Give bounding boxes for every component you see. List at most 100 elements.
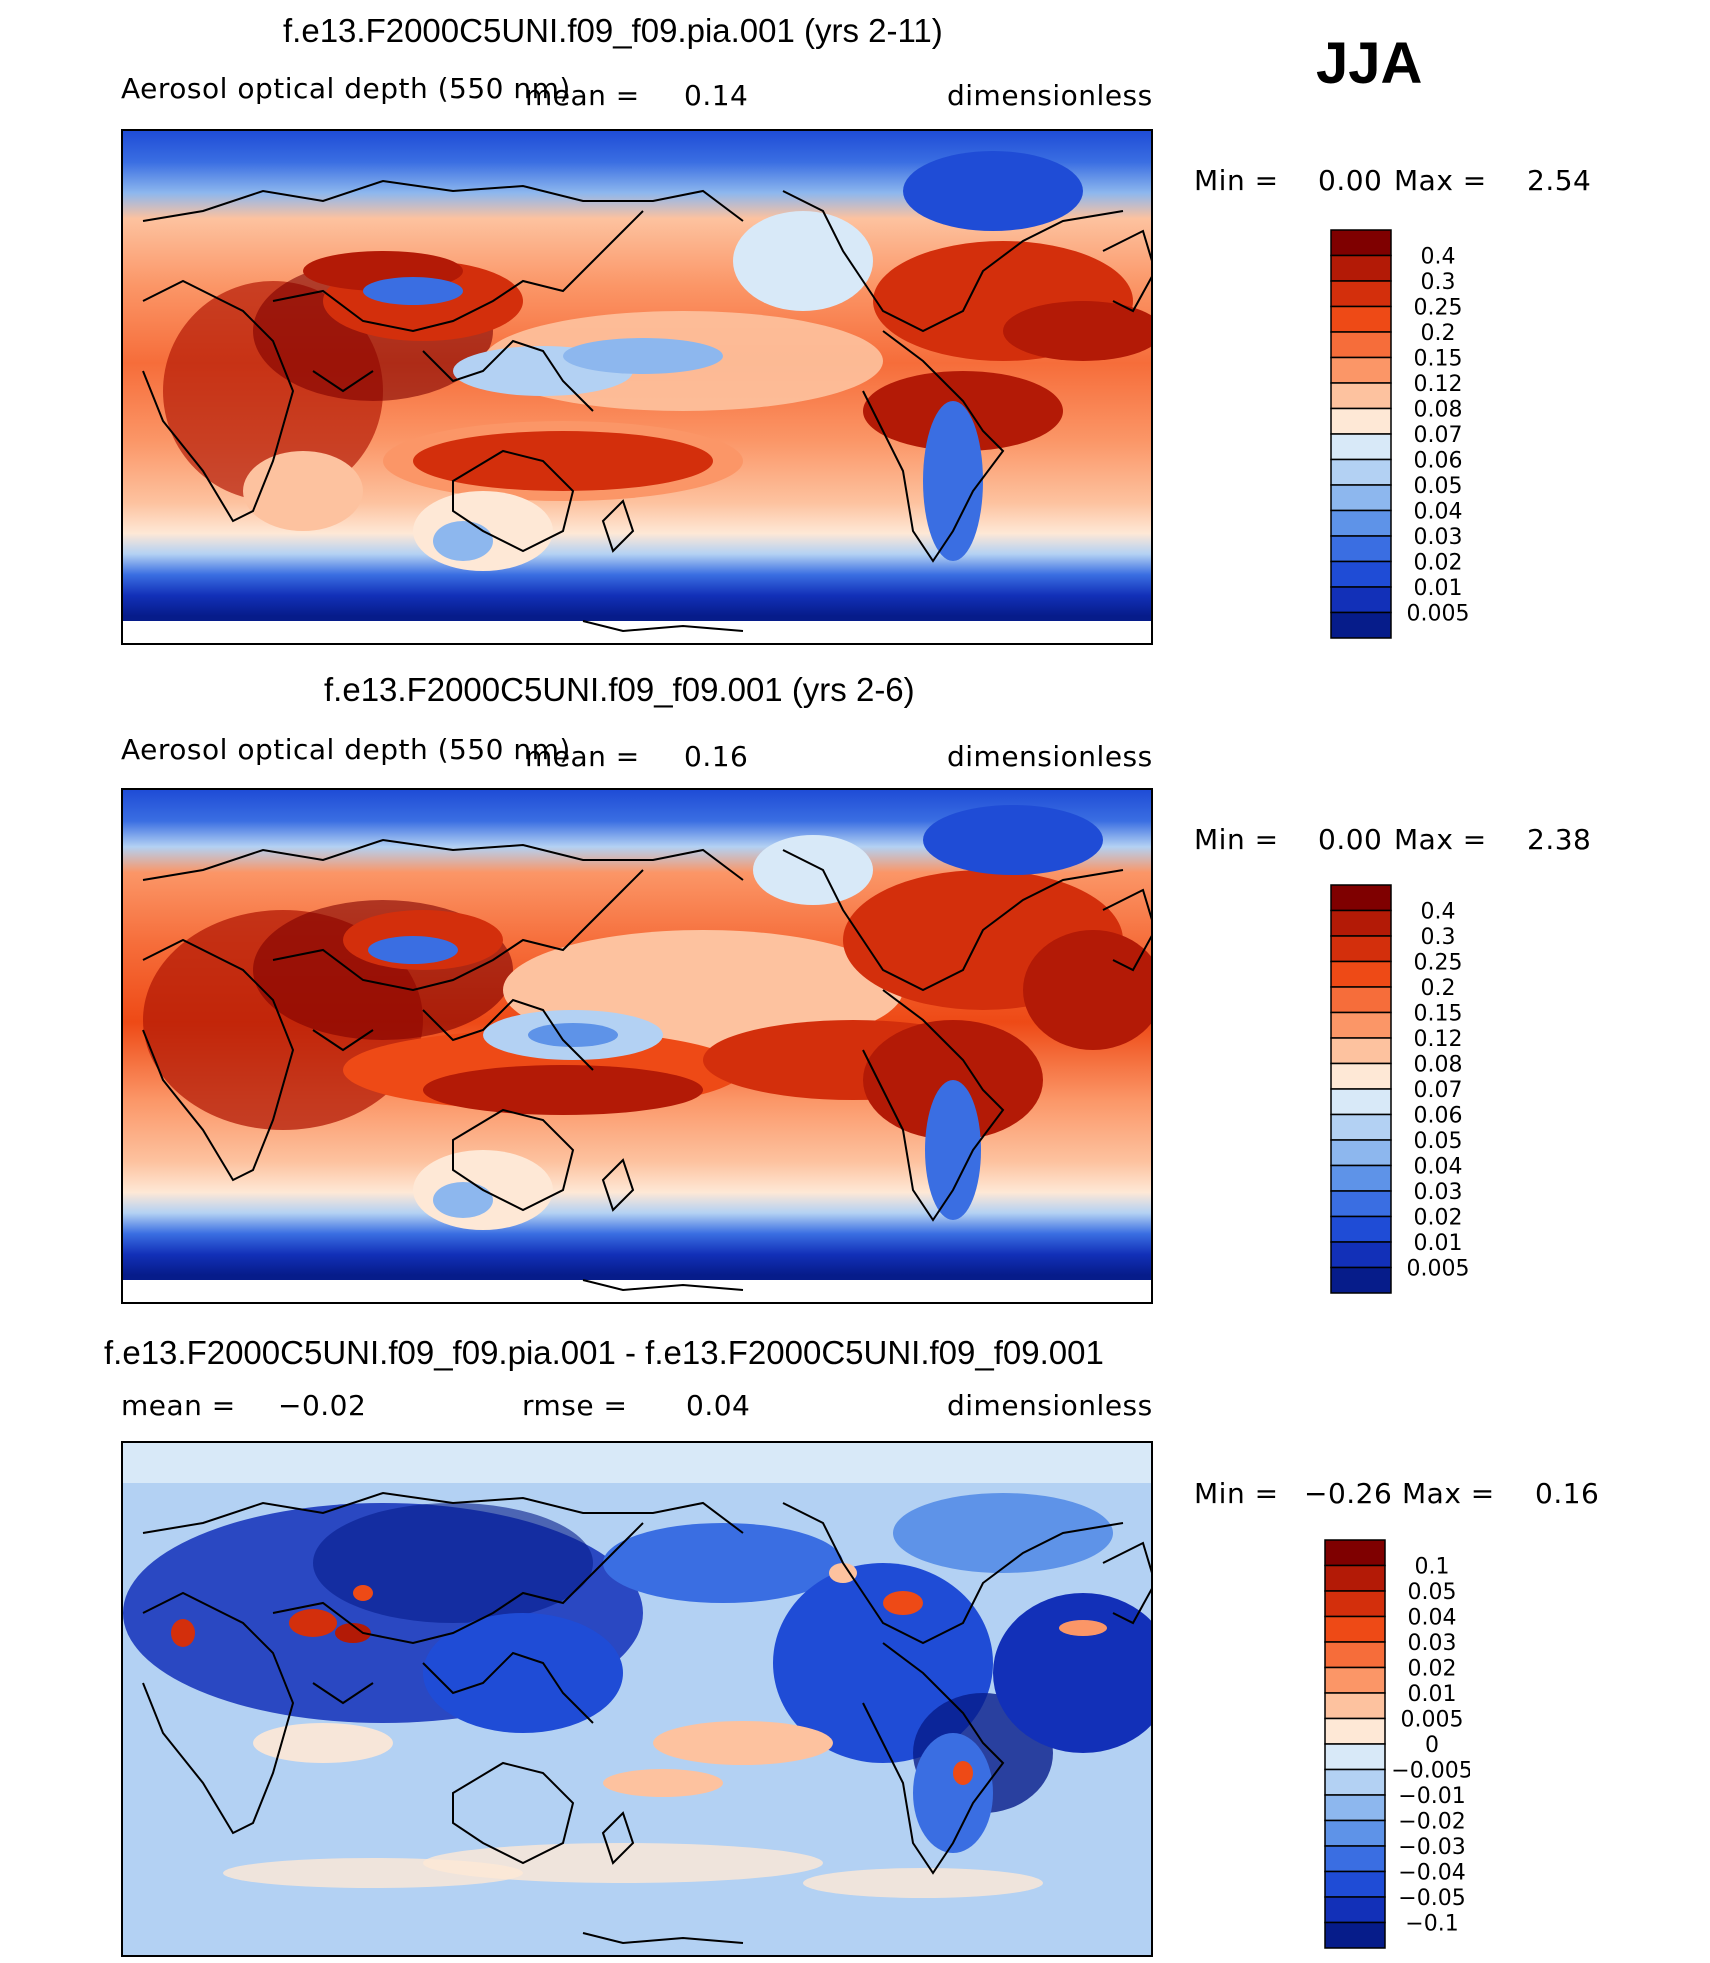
colorbar-swatch	[1330, 1139, 1392, 1167]
colorbar-tick-label: 0.05	[1408, 1580, 1457, 1605]
colorbar-tick-label: −0.005	[1391, 1759, 1470, 1784]
panel1-units: dimensionless	[947, 79, 1153, 112]
colorbar-swatch	[1330, 484, 1392, 512]
panel2-min-value: 0.00	[1318, 823, 1383, 856]
colorbar-swatch	[1330, 280, 1392, 308]
colorbar-tick-label: −0.05	[1398, 1886, 1465, 1911]
colorbar-swatch	[1330, 509, 1392, 537]
colorbar-swatch	[1330, 382, 1392, 410]
colorbar-tick-label: 0.15	[1414, 347, 1463, 372]
colorbar-tick-label: 0.2	[1421, 321, 1456, 346]
colorbar-tick-label: −0.02	[1398, 1810, 1465, 1835]
colorbar-swatch	[1324, 1845, 1386, 1873]
colorbar-tick-label: 0.05	[1414, 474, 1463, 499]
panel2-units: dimensionless	[947, 740, 1153, 773]
colorbar-tick-label: 0.08	[1414, 1053, 1463, 1078]
colorbar-swatch	[1330, 356, 1392, 384]
colorbar-swatch	[1330, 1113, 1392, 1141]
colorbar-swatch	[1324, 1590, 1386, 1618]
panel1-mean-value: 0.14	[684, 79, 749, 112]
colorbar-swatch	[1324, 1539, 1386, 1567]
colorbar-tick-label: 0.4	[1421, 900, 1456, 925]
panel3-min-label: Min =	[1194, 1477, 1279, 1510]
colorbar-swatch	[1330, 1215, 1392, 1243]
colorbar-tick-label: 0.08	[1414, 398, 1463, 423]
colorbar-swatch	[1324, 1794, 1386, 1822]
colorbar-tick-label: 0.02	[1408, 1657, 1457, 1682]
panel3-units: dimensionless	[947, 1389, 1153, 1422]
panel2-max-value: 2.38	[1527, 823, 1592, 856]
panel3-rmse-value: 0.04	[686, 1389, 751, 1422]
colorbar-swatch	[1330, 909, 1392, 937]
colorbar-swatch	[1330, 1266, 1392, 1294]
panel1-min-label: Min =	[1194, 164, 1279, 197]
colorbar-tick-label: −0.03	[1398, 1835, 1465, 1860]
colorbar-tick-label: 0.005	[1401, 1708, 1464, 1733]
colorbar-tick-label: 0.12	[1414, 372, 1463, 397]
colorbar-swatch	[1330, 884, 1392, 912]
panel3-mean-value: −0.02	[278, 1389, 367, 1422]
colorbar-tick-label: 0.01	[1414, 1231, 1463, 1256]
panel1-variable: Aerosol optical depth (550 nm)	[121, 72, 571, 105]
colorbar-swatch	[1330, 1164, 1392, 1192]
panel3-max-label: Max =	[1402, 1477, 1495, 1510]
panel3-mean-label: mean =	[121, 1389, 236, 1422]
colorbar-tick-label: 0.01	[1414, 576, 1463, 601]
colorbar-swatch	[1330, 986, 1392, 1014]
colorbar-swatch	[1330, 331, 1392, 359]
colorbar-tick-label: 0.005	[1407, 1257, 1470, 1282]
panel2-title: f.e13.F2000C5UNI.f09_f09.001 (yrs 2-6)	[324, 671, 915, 708]
colorbar-swatch	[1330, 254, 1392, 282]
panel2-variable: Aerosol optical depth (550 nm)	[121, 733, 571, 766]
colorbar-tick-label: 0.07	[1414, 423, 1463, 448]
colorbar-swatch	[1324, 1615, 1386, 1643]
colorbar-tick-label: 0.02	[1414, 551, 1463, 576]
colorbar-tick-label: 0.4	[1421, 245, 1456, 270]
colorbar-swatch	[1330, 960, 1392, 988]
panel3-colorbar: 0.10.050.040.030.020.010.0050−0.005−0.01…	[1324, 1539, 1470, 1949]
panel1-colorbar: 0.40.30.250.20.150.120.080.070.060.050.0…	[1330, 229, 1470, 639]
colorbar-tick-label: 0.04	[1414, 500, 1463, 525]
colorbar-swatch	[1330, 458, 1392, 486]
colorbar-swatch	[1330, 535, 1392, 563]
colorbar-swatch	[1330, 611, 1392, 639]
panel1-mean-label: mean =	[525, 79, 640, 112]
colorbar-tick-label: 0	[1425, 1733, 1439, 1758]
colorbar-tick-label: 0.04	[1408, 1606, 1457, 1631]
panel2-colorbar: 0.40.30.250.20.150.120.080.070.060.050.0…	[1330, 884, 1470, 1294]
colorbar-swatch	[1330, 586, 1392, 614]
colorbar-swatch	[1324, 1896, 1386, 1924]
colorbar-tick-label: 0.07	[1414, 1078, 1463, 1103]
colorbar-tick-label: 0.25	[1414, 296, 1463, 321]
colorbar-tick-label: −0.1	[1405, 1912, 1458, 1937]
colorbar-swatch	[1324, 1768, 1386, 1796]
colorbar-swatch	[1324, 1717, 1386, 1745]
colorbar-tick-label: 0.03	[1414, 525, 1463, 550]
colorbar-tick-label: 0.15	[1414, 1002, 1463, 1027]
colorbar-tick-label: −0.04	[1398, 1861, 1465, 1886]
panel2-mean-value: 0.16	[684, 740, 749, 773]
panel2-map	[121, 788, 1153, 1304]
colorbar-tick-label: 0.2	[1421, 976, 1456, 1001]
colorbar-tick-label: 0.03	[1408, 1631, 1457, 1656]
colorbar-swatch	[1330, 1088, 1392, 1116]
colorbar-tick-label: 0.1	[1415, 1555, 1450, 1580]
panel2-min-label: Min =	[1194, 823, 1279, 856]
colorbar-tick-label: −0.01	[1398, 1784, 1465, 1809]
colorbar-tick-label: 0.04	[1414, 1155, 1463, 1180]
colorbar-swatch	[1324, 1870, 1386, 1898]
colorbar-swatch	[1324, 1564, 1386, 1592]
colorbar-tick-label: 0.3	[1421, 270, 1456, 295]
colorbar-swatch	[1330, 1190, 1392, 1218]
colorbar-tick-label: 0.005	[1407, 602, 1470, 627]
colorbar-swatch	[1330, 305, 1392, 333]
panel1-map	[121, 129, 1153, 645]
colorbar-tick-label: 0.01	[1408, 1682, 1457, 1707]
panel1-max-value: 2.54	[1527, 164, 1592, 197]
colorbar-swatch	[1330, 407, 1392, 435]
colorbar-swatch	[1330, 935, 1392, 963]
colorbar-swatch	[1330, 1062, 1392, 1090]
colorbar-swatch	[1330, 1011, 1392, 1039]
panel3-title: f.e13.F2000C5UNI.f09_f09.pia.001 - f.e13…	[104, 1334, 1104, 1371]
colorbar-swatch	[1330, 433, 1392, 461]
